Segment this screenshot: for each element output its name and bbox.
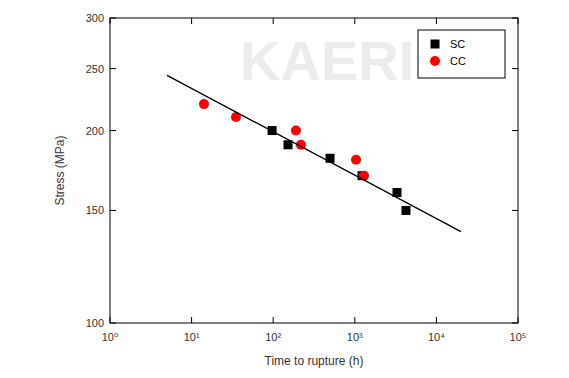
watermark: KAERI — [240, 29, 414, 92]
legend: SC CC — [418, 30, 505, 78]
x-tick-label: 10¹ — [184, 331, 200, 343]
y-tick-label: 250 — [86, 63, 104, 75]
legend-label: CC — [450, 55, 466, 67]
plot-frame — [110, 18, 518, 323]
x-tick — [436, 317, 437, 323]
y-tick-right — [512, 210, 518, 211]
legend-box — [418, 30, 505, 78]
data-point — [199, 99, 209, 109]
legend-marker — [430, 56, 440, 66]
y-tick-right — [512, 130, 518, 131]
y-tick-label: 200 — [86, 125, 104, 137]
y-tick — [110, 323, 116, 324]
data-point — [291, 126, 301, 136]
x-tick — [354, 317, 355, 323]
y-tick — [110, 130, 116, 131]
x-tick — [110, 317, 111, 323]
x-tick-label: 10⁰ — [102, 331, 119, 343]
x-tick-top — [354, 18, 355, 24]
x-tick-label: 10⁴ — [428, 331, 445, 343]
x-tick-top — [191, 18, 192, 24]
y-tick — [110, 18, 116, 19]
x-tick-top — [436, 18, 437, 24]
legend-label: SC — [450, 38, 465, 50]
x-tick — [518, 317, 519, 323]
y-tick-right — [512, 68, 518, 69]
x-axis-label: Time to rupture (h) — [265, 354, 364, 368]
data-point — [359, 171, 369, 181]
x-tick — [273, 317, 274, 323]
x-tick-label: 10⁵ — [510, 331, 527, 343]
y-tick-right — [512, 18, 518, 19]
data-point — [401, 206, 410, 215]
chart: KAERI 10⁰ 10¹ 10² 10³ 10⁴ 10⁵ 100 150 200 250 300 Ti… — [0, 0, 569, 378]
x-tick — [191, 317, 192, 323]
y-tick — [110, 210, 116, 211]
x-tick-label: 10² — [265, 331, 281, 343]
fit-line — [167, 75, 461, 231]
y-tick — [110, 68, 116, 69]
legend-marker — [431, 40, 440, 49]
plot-area — [167, 75, 461, 231]
y-tick-label: 150 — [86, 204, 104, 216]
x-tick-top — [110, 18, 111, 24]
x-tick-label: 10³ — [347, 331, 363, 343]
y-tick-label: 100 — [86, 317, 104, 329]
y-tick-right — [512, 323, 518, 324]
x-tick-top — [273, 18, 274, 24]
y-tick-label: 300 — [86, 12, 104, 24]
data-point — [351, 155, 361, 165]
x-tick-top — [518, 18, 519, 24]
y-axis-label: Stress (MPa) — [53, 135, 67, 205]
